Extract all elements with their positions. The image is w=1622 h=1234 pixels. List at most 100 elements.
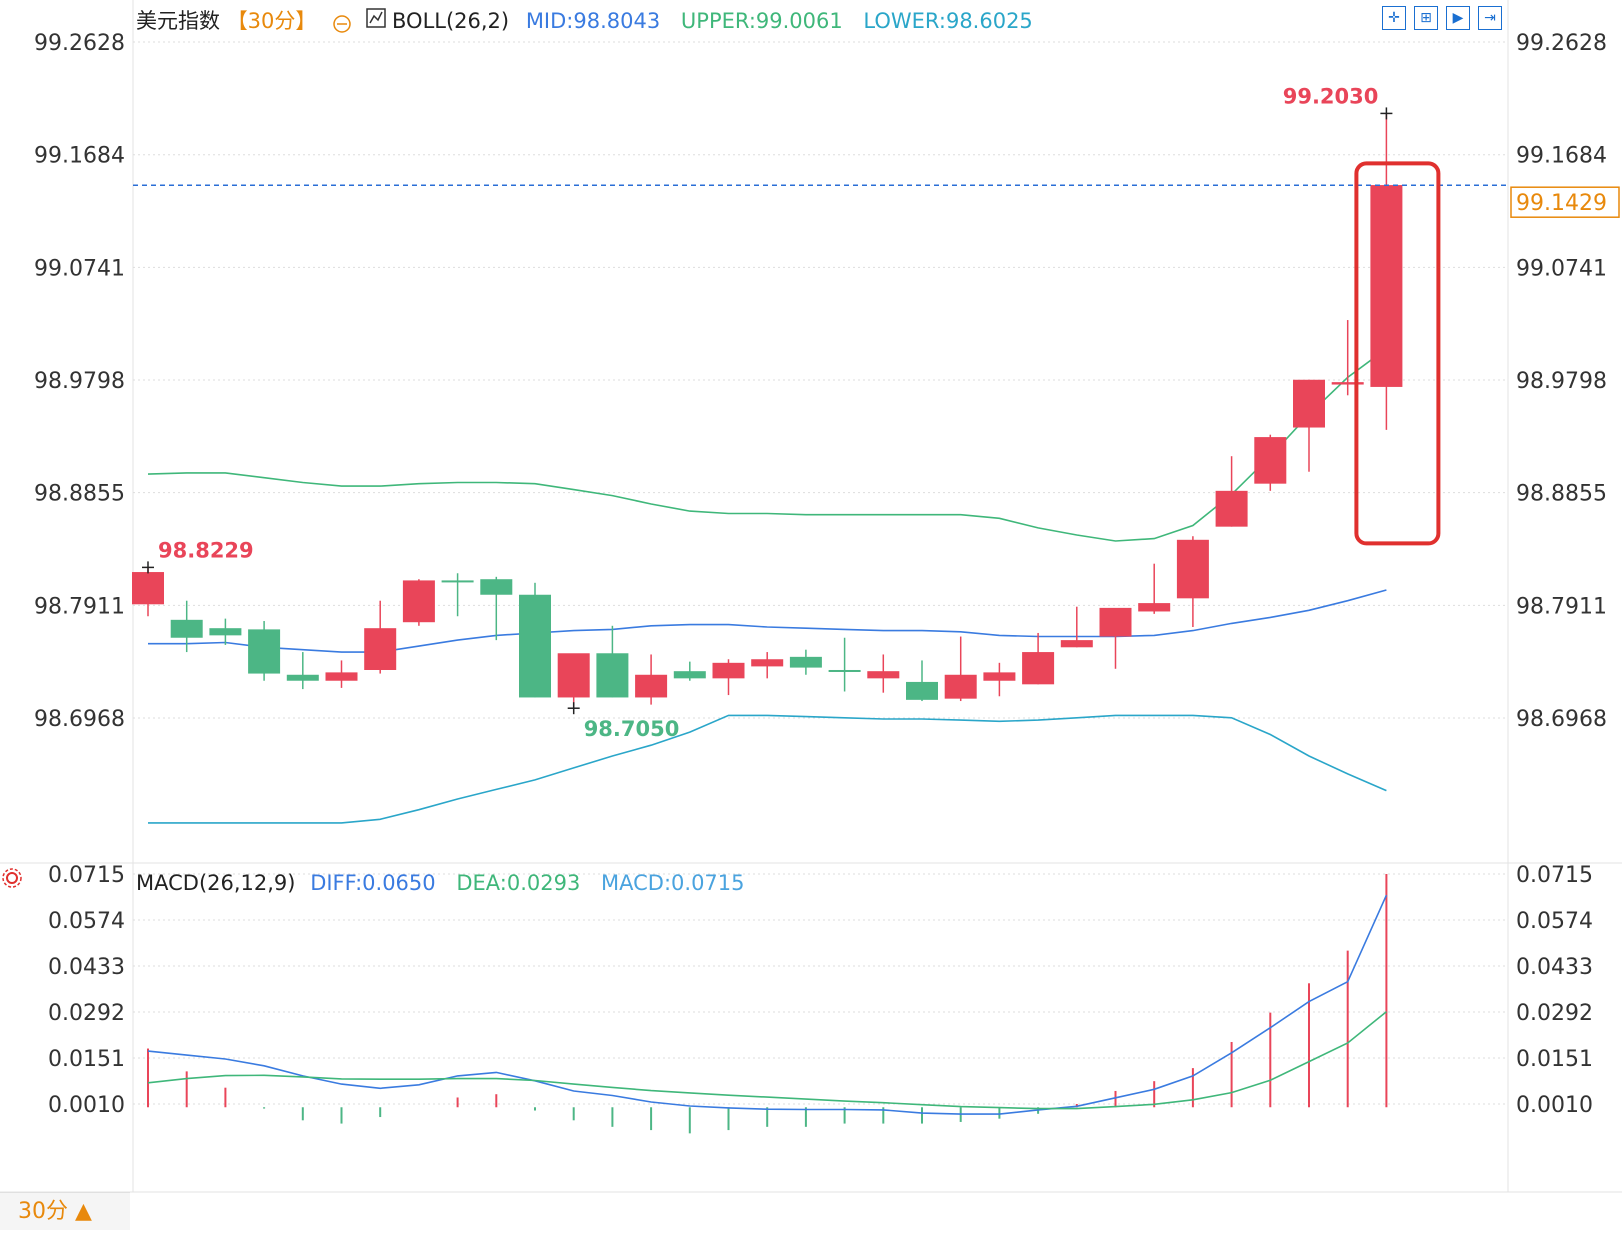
macd-diff-label: DIFF:0.0650 xyxy=(310,871,435,895)
exit-tool-icon[interactable]: ⇥ xyxy=(1478,6,1502,30)
macd-indicator-label: MACD(26,12,9) xyxy=(136,871,296,895)
macd-diff-line xyxy=(147,894,1388,1115)
boll-lines xyxy=(147,348,1387,824)
candle-body xyxy=(789,656,822,668)
price-tick-left: 99.2628 xyxy=(34,31,125,56)
boll-lower-label: LOWER:98.6025 xyxy=(863,9,1032,33)
period-selector-button[interactable]: 30分 ▲ xyxy=(0,1192,130,1230)
price-tick-right: 98.7911 xyxy=(1516,594,1607,619)
candle-body xyxy=(519,594,551,698)
candle-body xyxy=(132,572,164,605)
macd-header: MACD(26,12,9) DIFF:0.0650 DEA:0.0293 MAC… xyxy=(136,871,745,895)
low-annotation: 98.7050 xyxy=(584,717,680,741)
macd-tick-right: 0.0010 xyxy=(1516,1093,1593,1118)
macd-bars xyxy=(147,874,1388,1134)
candle-body xyxy=(751,659,784,667)
candle-body xyxy=(983,672,1016,681)
zoom-in-tool-icon[interactable]: ⊞ xyxy=(1414,6,1438,30)
candle-body xyxy=(828,669,861,672)
current-price-label: 99.1429 xyxy=(1516,191,1607,216)
price-tick-left: 99.1684 xyxy=(34,144,125,169)
price-tick-left: 98.9798 xyxy=(34,369,125,394)
current-price-box xyxy=(1510,186,1620,218)
candle-body xyxy=(1176,539,1209,599)
boll-mid-label: MID:98.8043 xyxy=(526,9,660,33)
high-annotation: 99.2030 xyxy=(1283,84,1379,108)
macd-tick-left: 0.0010 xyxy=(48,1093,125,1118)
add-indicator-icon[interactable] xyxy=(333,15,351,33)
start-high-marker xyxy=(142,561,154,574)
macd-tick-right: 0.0433 xyxy=(1516,955,1593,980)
boll-indicator-label: BOLL(26,2) xyxy=(392,9,509,33)
period-label: 【30分】 xyxy=(227,9,317,33)
candle-body xyxy=(325,672,358,681)
price-grid: 99.2628 99.2628 99.1684 99.1684 99.0741 99.07… xyxy=(34,31,1607,732)
candle-body xyxy=(1370,185,1403,387)
candle-body xyxy=(248,629,281,674)
candle-body xyxy=(867,671,900,679)
candle-body xyxy=(1138,603,1171,612)
candle-body xyxy=(170,619,203,638)
play-tool-icon[interactable]: ▶ xyxy=(1446,6,1470,30)
highlight-box xyxy=(1354,161,1441,546)
header-row: 美元指数 【30分】 xyxy=(136,9,316,33)
candle-body xyxy=(402,580,435,623)
macd-value-label: MACD:0.0715 xyxy=(601,871,745,895)
macd-tick-left: 0.0151 xyxy=(48,1047,125,1072)
candle-body xyxy=(1022,652,1055,685)
macd-lines xyxy=(147,894,1388,1115)
candles xyxy=(132,113,1403,708)
candle-body xyxy=(1215,490,1248,527)
candle-body xyxy=(209,628,242,636)
macd-grid: 0.0715 0.0715 0.0574 0.0574 0.0433 0.0433 0.02… xyxy=(48,863,1593,1118)
candle-body xyxy=(673,671,706,679)
price-tick-right: 99.0741 xyxy=(1516,256,1607,281)
boll-upper-label: UPPER:99.0061 xyxy=(681,9,843,33)
low-marker xyxy=(567,702,580,715)
macd-tick-left: 0.0574 xyxy=(48,909,125,934)
price-tick-right: 99.2628 xyxy=(1516,31,1607,56)
macd-tick-left: 0.0433 xyxy=(48,955,125,980)
macd-tick-right: 0.0151 xyxy=(1516,1047,1593,1072)
crosshair-tool-icon[interactable]: ✛ xyxy=(1382,6,1406,30)
candle-body xyxy=(596,653,629,698)
price-tick-left: 98.6968 xyxy=(34,707,125,732)
macd-tick-right: 0.0574 xyxy=(1516,909,1593,934)
start-high-annotation: 98.8229 xyxy=(158,538,254,562)
candle-body xyxy=(1293,379,1325,428)
candle-body xyxy=(364,628,397,670)
boll-lower-line xyxy=(148,714,1387,824)
price-tick-left: 99.0741 xyxy=(34,256,125,281)
candle-body xyxy=(906,681,938,700)
boll-mid-line xyxy=(148,589,1387,653)
candle-body xyxy=(286,674,319,681)
candle-body xyxy=(1099,607,1132,637)
indicator-chart-icon[interactable] xyxy=(366,8,386,28)
macd-tick-right: 0.0715 xyxy=(1516,863,1593,888)
candle-body xyxy=(944,674,977,699)
price-tick-right: 98.8855 xyxy=(1516,482,1607,507)
macd-dea-line xyxy=(147,1011,1387,1110)
high-marker xyxy=(1380,107,1393,120)
macd-tick-right: 0.0292 xyxy=(1516,1001,1593,1026)
boll-upper-line xyxy=(147,348,1387,542)
symbol-title: 美元指数 xyxy=(136,9,220,33)
macd-tick-left: 0.0715 xyxy=(48,863,125,888)
candle-body xyxy=(557,653,590,698)
price-tick-left: 98.7911 xyxy=(34,594,125,619)
candle-body xyxy=(1331,382,1364,385)
candle-body xyxy=(1254,437,1287,484)
candle-body xyxy=(712,662,745,679)
boll-header: BOLL(26,2) MID:98.8043 UPPER:99.0061 LOW… xyxy=(392,9,1033,33)
price-tick-right: 98.9798 xyxy=(1516,369,1607,394)
candle-body xyxy=(1060,640,1093,648)
macd-dea-label: DEA:0.0293 xyxy=(456,871,580,895)
candle-body xyxy=(441,580,474,583)
macd-settings-icon[interactable] xyxy=(2,868,22,888)
candle-body xyxy=(635,674,668,698)
candle-body xyxy=(480,579,513,595)
price-tick-left: 98.8855 xyxy=(34,482,125,507)
price-tick-right: 98.6968 xyxy=(1516,707,1607,732)
